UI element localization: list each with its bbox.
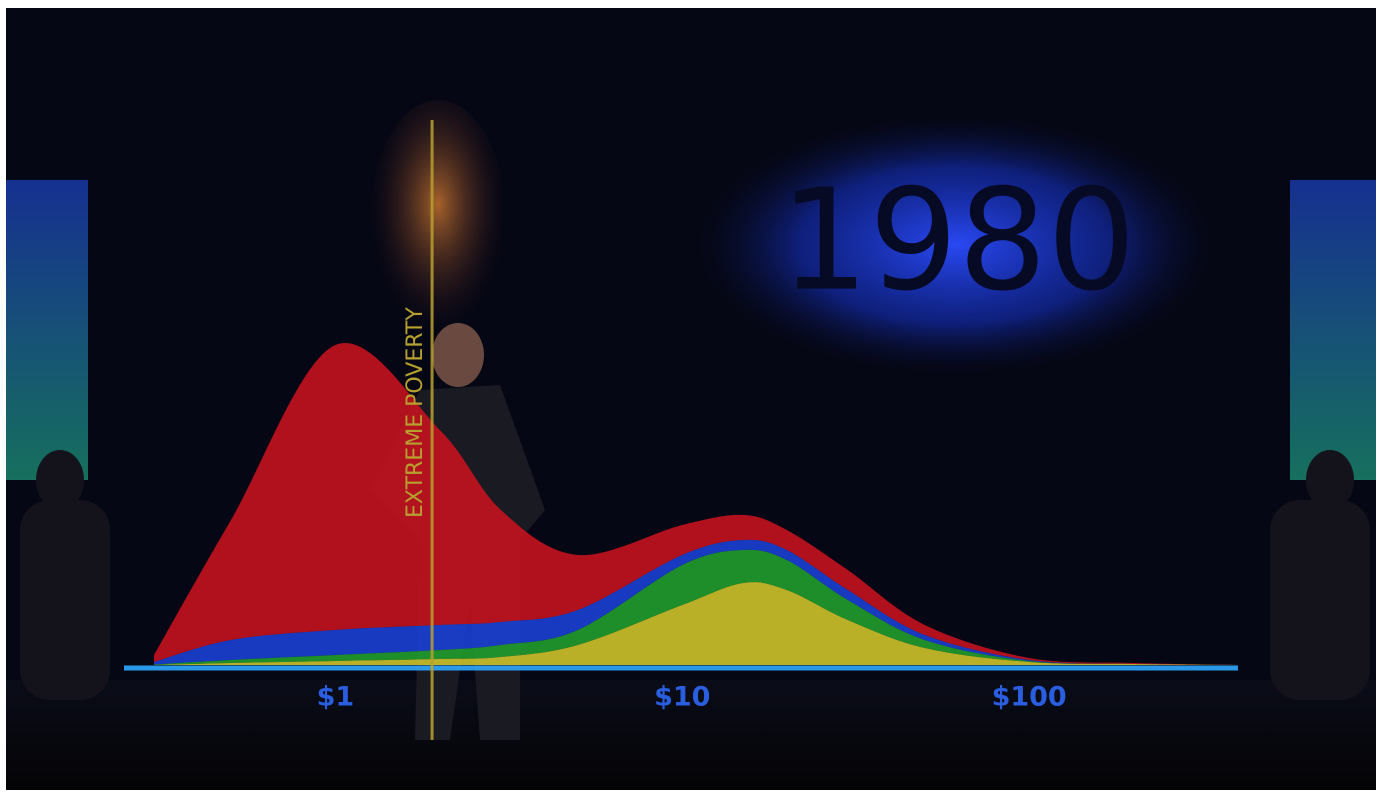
glow [368,100,508,360]
year-label: 1980 [780,160,1136,323]
area [154,342,1238,665]
backdrop [6,8,1376,790]
area [154,549,1238,665]
glow [695,115,1215,375]
x-tick-label: $100 [992,682,1067,713]
area [154,582,1238,665]
x-tick-label: $1 [317,682,355,713]
x-tick-label: $10 [654,682,710,713]
side-screen [1290,180,1376,480]
audience [20,450,1370,700]
area [154,539,1238,665]
floor [6,680,1376,790]
side-screen [6,180,88,480]
poverty-label: EXTREME POVERTY [403,307,428,518]
